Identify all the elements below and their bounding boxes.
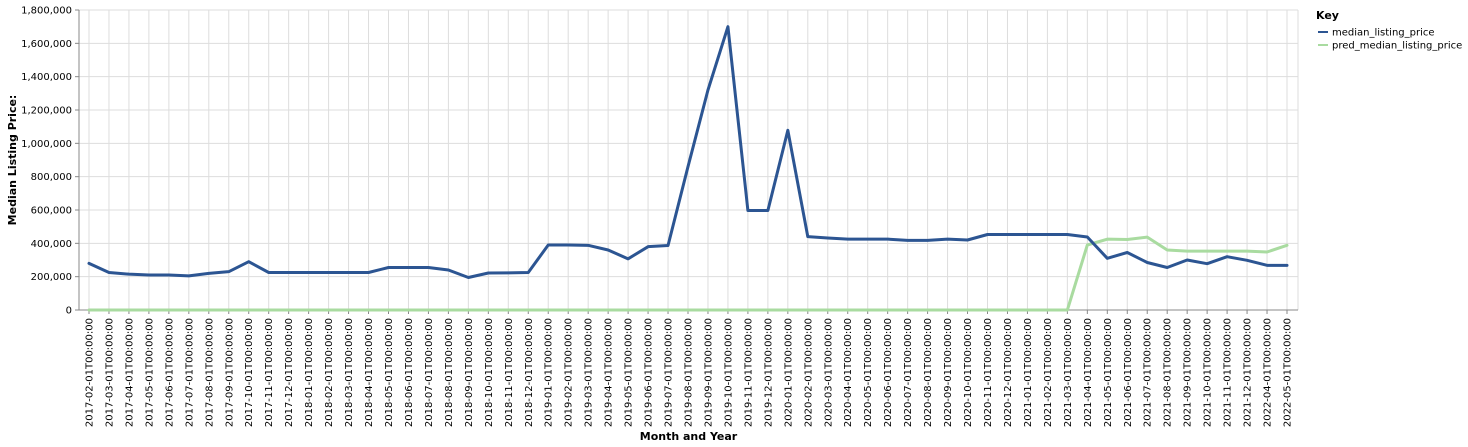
x-tick-label: 2021-10-01T00:00:00 [1203, 318, 1214, 427]
x-tick-label: 2020-09-01T00:00:00 [943, 318, 954, 427]
x-tick-label: 2018-09-01T00:00:00 [464, 318, 475, 427]
x-tick-label: 2017-09-01T00:00:00 [224, 318, 235, 427]
series-line-pred-median-listing-price [87, 235, 1289, 312]
x-tick-label: 2017-11-01T00:00:00 [264, 318, 275, 427]
x-tick-label: 2018-05-01T00:00:00 [384, 318, 395, 427]
x-tick-label: 2019-01-01T00:00:00 [544, 318, 555, 427]
x-tick-label: 2017-10-01T00:00:00 [244, 318, 255, 427]
x-tick-label: 2021-02-01T00:00:00 [1043, 318, 1054, 427]
x-tick-label: 2020-06-01T00:00:00 [883, 318, 894, 427]
y-tick-label: 0 [66, 306, 72, 317]
legend: Key median_listing_price pred_median_list… [1316, 9, 1462, 52]
x-tick-label: 2020-03-01T00:00:00 [823, 318, 834, 427]
x-tick-label: 2019-05-01T00:00:00 [624, 318, 635, 427]
x-tick-label: 2017-04-01T00:00:00 [124, 318, 135, 427]
x-tick-label: 2019-11-01T00:00:00 [743, 318, 754, 427]
axes: 0 200,000 400,000 600,000 800,000 1,000,000 1,… [21, 6, 1298, 427]
x-axis-title: Month and Year [640, 430, 738, 443]
x-tick-label: 2017-07-01T00:00:00 [184, 318, 195, 427]
series-lines [87, 25, 1289, 312]
x-tick-label: 2020-04-01T00:00:00 [843, 318, 854, 427]
x-tick-label: 2018-08-01T00:00:00 [444, 318, 455, 427]
x-tick-label: 2018-06-01T00:00:00 [404, 318, 415, 427]
x-tick-label: 2020-08-01T00:00:00 [923, 318, 934, 427]
x-tick-label: 2022-05-01T00:00:00 [1283, 318, 1294, 427]
x-tick-label: 2017-05-01T00:00:00 [144, 318, 155, 427]
y-tick-label: 600,000 [31, 206, 72, 217]
x-tick-label: 2021-04-01T00:00:00 [1083, 318, 1094, 427]
x-tick-label: 2020-10-01T00:00:00 [963, 318, 974, 427]
x-tick-label: 2020-12-01T00:00:00 [1003, 318, 1014, 427]
x-tick-label: 2018-03-01T00:00:00 [344, 318, 355, 427]
y-tick-label: 400,000 [31, 239, 72, 250]
x-tick-label: 2020-11-01T00:00:00 [983, 318, 994, 427]
x-tick-label: 2017-03-01T00:00:00 [104, 318, 115, 427]
y-tick-label: 1,200,000 [21, 106, 72, 117]
x-tick-label: 2018-04-01T00:00:00 [364, 318, 375, 427]
x-tick-label: 2020-01-01T00:00:00 [783, 318, 794, 427]
x-tick-label: 2021-07-01T00:00:00 [1143, 318, 1154, 427]
x-tick-label: 2018-11-01T00:00:00 [504, 318, 515, 427]
y-tick-label: 800,000 [31, 172, 72, 183]
x-tick-label: 2019-04-01T00:00:00 [604, 318, 615, 427]
x-tick-label: 2019-02-01T00:00:00 [564, 318, 575, 427]
y-tick-label: 200,000 [31, 272, 72, 283]
x-tick-label: 2018-01-01T00:00:00 [304, 318, 315, 427]
x-tick-label: 2018-07-01T00:00:00 [424, 318, 435, 427]
x-tick-label: 2019-08-01T00:00:00 [684, 318, 695, 427]
x-tick-label: 2019-10-01T00:00:00 [723, 318, 734, 427]
y-tick-label: 1,800,000 [21, 6, 72, 17]
y-tick-label: 1,400,000 [21, 72, 72, 83]
x-tick-label: 2022-04-01T00:00:00 [1263, 318, 1274, 427]
x-tick-label: 2019-06-01T00:00:00 [644, 318, 655, 427]
x-tick-label: 2017-06-01T00:00:00 [164, 318, 175, 427]
x-tick-label: 2019-09-01T00:00:00 [703, 318, 714, 427]
x-tick-label: 2021-08-01T00:00:00 [1163, 318, 1174, 427]
x-tick-label: 2021-12-01T00:00:00 [1243, 318, 1254, 427]
x-tick-label: 2018-10-01T00:00:00 [484, 318, 495, 427]
x-tick-label: 2019-12-01T00:00:00 [763, 318, 774, 427]
x-tick-label: 2020-05-01T00:00:00 [863, 318, 874, 427]
x-tick-label: 2021-01-01T00:00:00 [1023, 318, 1034, 427]
x-tick-label: 2021-03-01T00:00:00 [1063, 318, 1074, 427]
legend-label-median-listing-price: median_listing_price [1332, 28, 1435, 39]
x-tick-label: 2017-12-01T00:00:00 [284, 318, 295, 427]
x-tick-label: 2017-02-01T00:00:00 [85, 318, 96, 427]
y-axis-title: Median Listing Price: [6, 95, 19, 226]
y-tick-label: 1,600,000 [21, 39, 72, 50]
legend-title: Key [1316, 9, 1339, 22]
legend-label-pred-median-listing-price: pred_median_listing_price [1332, 41, 1462, 52]
y-tick-label: 1,000,000 [21, 139, 72, 150]
x-tick-label: 2019-07-01T00:00:00 [664, 318, 675, 427]
x-tick-label: 2021-11-01T00:00:00 [1223, 318, 1234, 427]
x-tick-label: 2021-05-01T00:00:00 [1103, 318, 1114, 427]
series-line-median-listing-price [87, 25, 1289, 279]
x-tick-label: 2021-09-01T00:00:00 [1183, 318, 1194, 427]
x-tick-label: 2020-02-01T00:00:00 [803, 318, 814, 427]
x-tick-label: 2019-03-01T00:00:00 [584, 318, 595, 427]
x-tick-label: 2017-08-01T00:00:00 [204, 318, 215, 427]
x-tick-label: 2018-02-01T00:00:00 [324, 318, 335, 427]
x-tick-label: 2018-12-01T00:00:00 [524, 318, 535, 427]
x-tick-label: 2020-07-01T00:00:00 [903, 318, 914, 427]
x-tick-label: 2021-06-01T00:00:00 [1123, 318, 1134, 427]
